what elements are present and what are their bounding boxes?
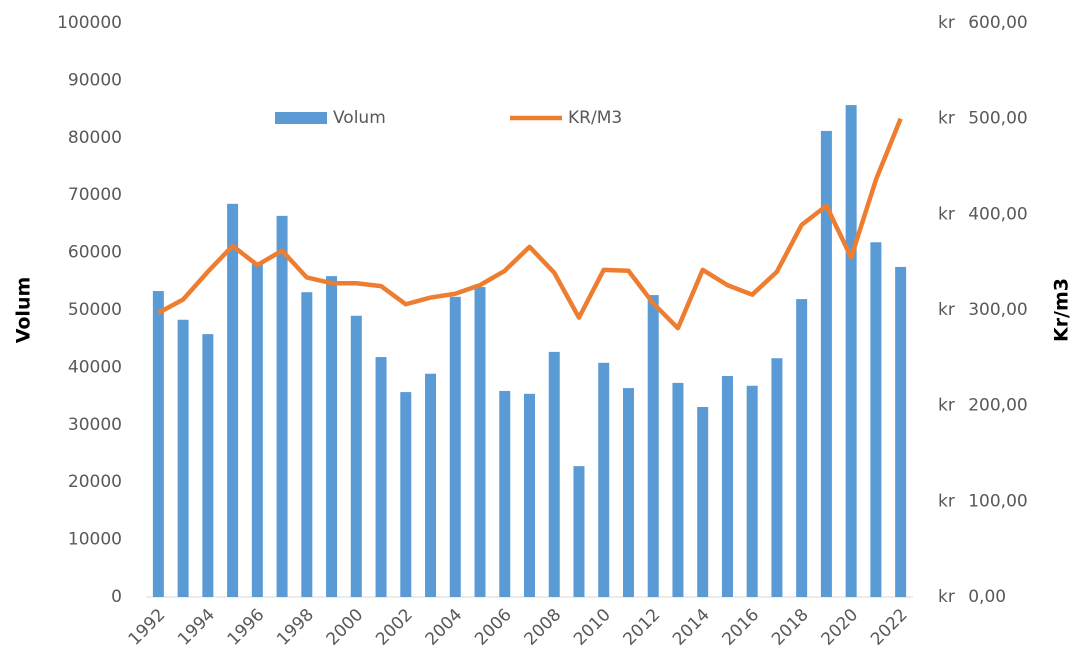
bar xyxy=(622,388,634,597)
y-tick-label: 0 xyxy=(111,587,122,607)
bar xyxy=(573,466,585,597)
y-tick-label: 50000 xyxy=(68,300,122,320)
y2-tick-label: kr 400,00 xyxy=(938,204,1028,224)
x-tick-label: 2020 xyxy=(817,605,862,650)
bar xyxy=(301,292,313,597)
legend-label: Volum xyxy=(333,108,386,128)
legend-label: KR/M3 xyxy=(568,108,622,128)
x-tick-label: 1998 xyxy=(273,605,318,650)
bar xyxy=(449,296,461,597)
x-tick-label: 2022 xyxy=(867,605,912,650)
bar xyxy=(524,393,535,597)
bar xyxy=(870,242,882,597)
bar xyxy=(895,266,907,597)
y2-tick-label: kr 500,00 xyxy=(938,109,1028,129)
bar xyxy=(697,407,709,597)
y2-tick-label: kr 0,00 xyxy=(938,587,1006,607)
bar xyxy=(227,203,239,597)
y-tick-label: 100000 xyxy=(57,13,122,33)
x-tick-label: 1992 xyxy=(125,605,170,650)
bar xyxy=(499,390,511,597)
bar xyxy=(251,264,263,597)
y-tick-label: 70000 xyxy=(68,185,122,205)
y-tick-label: 80000 xyxy=(68,128,122,148)
x-tick-label: 2014 xyxy=(669,605,714,650)
y2-tick-label: kr 100,00 xyxy=(938,491,1028,511)
y2-tick-label: kr 300,00 xyxy=(938,300,1028,320)
bar xyxy=(820,130,832,598)
y-tick-label: 20000 xyxy=(68,472,122,492)
y-tick-label: 60000 xyxy=(68,243,122,263)
y2-tick-label: kr 200,00 xyxy=(938,396,1028,416)
legend-swatch xyxy=(275,112,327,124)
x-tick-label: 2002 xyxy=(372,605,417,650)
bar xyxy=(796,299,808,597)
bar xyxy=(845,105,857,597)
x-tick-label: 1996 xyxy=(224,605,269,650)
y-tick-label: 30000 xyxy=(68,415,122,435)
bar xyxy=(350,315,362,597)
x-tick-label: 2012 xyxy=(620,605,665,650)
bar xyxy=(746,385,758,597)
bar xyxy=(548,351,560,597)
bar xyxy=(326,276,338,597)
bar xyxy=(672,382,684,597)
bar xyxy=(425,373,437,597)
line xyxy=(157,117,903,331)
bar xyxy=(771,358,783,597)
y-tick-label: 90000 xyxy=(68,70,122,90)
bar xyxy=(647,295,659,597)
y-tick-label: 40000 xyxy=(68,357,122,377)
bar xyxy=(474,287,486,597)
bar xyxy=(721,376,733,597)
x-tick-label: 2010 xyxy=(570,605,615,650)
bar xyxy=(375,357,387,597)
y2-axis-title: Kr/m3 xyxy=(1051,278,1073,342)
x-tick-label: 2018 xyxy=(768,605,813,650)
x-tick-label: 2008 xyxy=(521,605,566,650)
y-tick-label: 10000 xyxy=(68,530,122,550)
x-tick-label: 2000 xyxy=(323,605,368,650)
x-tick-label: 2006 xyxy=(471,605,516,650)
x-tick-label: 1994 xyxy=(174,605,219,650)
bar xyxy=(276,215,288,597)
bar xyxy=(177,319,189,597)
y-axis-title: Volum xyxy=(13,277,35,344)
x-tick-label: 2004 xyxy=(422,605,467,650)
bar xyxy=(598,362,610,597)
y2-tick-label: kr 600,00 xyxy=(938,13,1028,33)
x-tick-label: 2016 xyxy=(719,605,764,650)
bar xyxy=(152,291,164,597)
bar xyxy=(400,392,412,597)
bar xyxy=(202,334,214,597)
